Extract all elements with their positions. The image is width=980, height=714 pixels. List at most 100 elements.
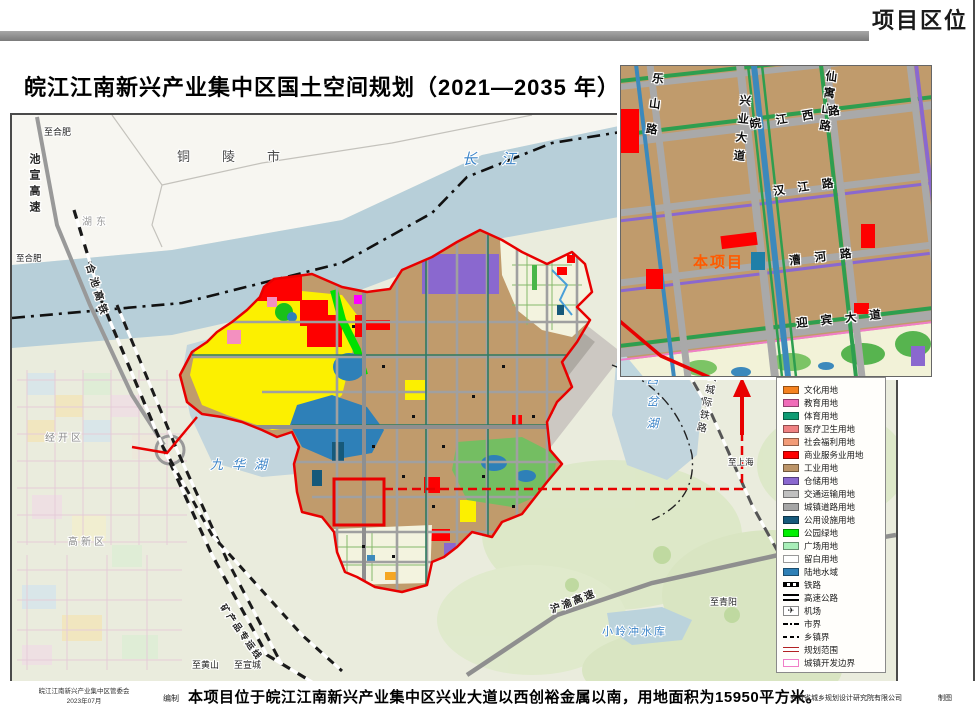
legend-swatch-pinkbox — [783, 658, 799, 667]
label-xiaolingchong-reservoir: 小岭冲水库 — [602, 624, 667, 638]
legend-item: 医疗卫生用地 — [783, 422, 885, 435]
label-to-xuancheng: 至宣城 — [234, 659, 261, 670]
legend-item: 城镇开发边界 — [783, 656, 885, 669]
label-xicha-lake: 西岔湖 — [644, 373, 659, 439]
legend-item: 城镇道路用地 — [783, 500, 885, 513]
inset-red-boundary — [621, 319, 711, 376]
label-yangtze-river: 长江 — [462, 151, 540, 168]
caption-text: 本项目位于皖江江南新兴产业集中区兴业大道以西创裕金属以南，用地面积为15950平… — [188, 689, 822, 706]
legend-swatch-fill — [783, 398, 799, 407]
inset-project-label: 本项目 — [693, 254, 745, 271]
inset-roads — [621, 66, 931, 376]
label-gaoxin-district: 高新区 — [68, 535, 107, 548]
legend-label: 城镇开发边界 — [804, 657, 856, 668]
legend-item: 市界 — [783, 617, 885, 630]
legend-label: 广场用地 — [804, 540, 839, 551]
legend-item: 公用设施用地 — [783, 513, 885, 526]
legend-item: 社会福利用地 — [783, 435, 885, 448]
legend-label: 公用设施用地 — [804, 514, 856, 525]
planning-area-boundary — [178, 228, 594, 594]
legend-label: 留白用地 — [804, 553, 839, 564]
legend-item: 体育用地 — [783, 409, 885, 422]
legend-swatch-fill — [783, 554, 799, 563]
legend-list: 文化用地教育用地体育用地 医疗卫生用地 社会福利用地 商业服务业用地 工业用地 仓储用地交… — [783, 383, 885, 669]
legend-panel: 文化用地教育用地体育用地 医疗卫生用地 社会福利用地 商业服务业用地 工业用地 仓储用地交… — [776, 377, 886, 673]
legend-label: 社会福利用地 — [804, 436, 856, 447]
legend-swatch-fill — [783, 476, 799, 485]
legend-swatch-fill — [783, 450, 799, 459]
label-jingkai-district: 经开区 — [45, 431, 84, 444]
label-to-qingyang: 至青阳 — [710, 596, 737, 607]
legend-swatch-fill — [783, 411, 799, 420]
legend-swatch-fill — [783, 502, 799, 511]
legend-swatch-airport: ✈ — [783, 605, 799, 616]
legend-item: 商业服务业用地 — [783, 448, 885, 461]
legend-item: 陆地水域 — [783, 565, 885, 578]
caption-agency-name: 皖江江南新兴产业集中区管委会 — [38, 688, 130, 695]
legend-label: 交通运输用地 — [804, 488, 856, 499]
legend-item: 公园绿地 — [783, 526, 885, 539]
label-jiuhua-lake: 九华湖 — [210, 457, 276, 472]
township-boundaries — [111, 115, 533, 248]
legend-swatch-redline — [783, 647, 799, 652]
page-tag: 项目区位 — [871, 8, 968, 33]
legend-swatch-highway — [783, 594, 799, 601]
legend-swatch-fill — [783, 385, 799, 394]
inset-map: 乐山路 兴业大道 仙寓山路 皖江西路 汉江路 漕河路 迎宾大道 本项目 — [617, 62, 935, 380]
legend-item: 高速公路 — [783, 591, 885, 604]
legend-label: 乡镇界 — [804, 631, 830, 642]
label-to-hefei-top: 至合肥 — [44, 126, 71, 137]
legend-label: 工业用地 — [804, 462, 839, 473]
header-bar — [0, 31, 869, 41]
caption-drawn-label: 制图 — [938, 695, 952, 702]
legend-swatch-railway — [783, 582, 799, 587]
legend-item: ✈ 机场 — [783, 604, 885, 617]
project-connector-arrow — [384, 377, 751, 491]
xiaolingchong-reservoir-water — [607, 607, 692, 645]
label-to-huangshan: 至黄山 — [192, 659, 219, 670]
legend-item: 留白用地 — [783, 552, 885, 565]
legend-item: 铁路 — [783, 578, 885, 591]
legend-label: 商业服务业用地 — [804, 449, 864, 460]
legend-item: 仓储用地 — [783, 474, 885, 487]
legend-label: 机场 — [804, 605, 822, 616]
caption-designer: 安徽省城乡规划设计研究院有限公司 — [790, 695, 902, 702]
caption-agency: 皖江江南新兴产业集中区管委会 2023年07月 — [10, 687, 158, 707]
legend-item: 交通运输用地 — [783, 487, 885, 500]
legend-label: 教育用地 — [804, 397, 839, 408]
caption-prepared-label: 编制 — [163, 694, 179, 703]
inset-parcels — [621, 109, 925, 366]
legend-item: 规划范围 — [783, 643, 885, 656]
north-land — [12, 115, 683, 265]
railway-hechi — [72, 209, 313, 682]
legend-swatch-fill — [783, 567, 799, 576]
legend-swatch-dashdot — [783, 622, 799, 625]
label-to-shanghai: 至上海 — [728, 457, 754, 467]
plan-title: 皖江江南新兴产业集中区国土空间规划（2021—2035 年） — [24, 75, 620, 100]
legend-label: 规划范围 — [804, 644, 839, 655]
xicha-lake — [612, 350, 702, 480]
legend-swatch-fill — [783, 424, 799, 433]
legend-swatch-fill — [783, 528, 799, 537]
expressway-chixuan — [35, 116, 166, 447]
legend-item: 乡镇界 — [783, 630, 885, 643]
city-boundary-line — [12, 125, 653, 320]
legend-label: 陆地水域 — [804, 566, 839, 577]
legend-label: 公园绿地 — [804, 527, 839, 538]
legend-item: 广场用地 — [783, 539, 885, 552]
legend-item: 教育用地 — [783, 396, 885, 409]
legend-label: 城镇道路用地 — [804, 501, 856, 512]
legend-label: 铁路 — [804, 579, 822, 590]
airport-boundary — [611, 364, 694, 521]
legend-label: 体育用地 — [804, 410, 839, 421]
label-tongling-city: 铜陵市 — [177, 149, 312, 164]
boundary-west-spur — [131, 416, 198, 455]
inset-map-canvas — [621, 66, 931, 376]
legend-swatch-fill — [783, 515, 799, 524]
caption-date: 2023年07月 — [66, 697, 102, 705]
legend-swatch-fill — [783, 463, 799, 472]
legend-swatch-fill — [783, 437, 799, 446]
legend-label: 文化用地 — [804, 384, 839, 395]
label-hudong: 湖东 — [82, 215, 110, 228]
